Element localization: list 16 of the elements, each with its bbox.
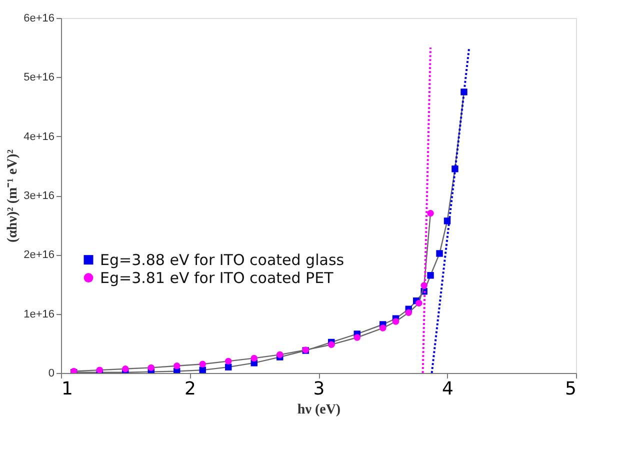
x-tick-label: 2 [184, 378, 196, 400]
legend-label: Eg=3.81 eV for ITO coated PET [100, 268, 334, 287]
y-tick-label: 5e+16 [24, 72, 54, 84]
legend-label: Eg=3.88 eV for ITO coated glass [100, 250, 344, 269]
x-tick-label: 4 [442, 378, 454, 400]
y-tick-label: 4e+16 [24, 130, 54, 143]
x-axis-title: hν (eV) [297, 402, 341, 418]
x-tick-label: 5 [565, 378, 576, 400]
y-tick-label: 0 [48, 368, 54, 380]
y-tick-label: 2e+16 [24, 249, 54, 262]
x-tick-label: 1 [62, 378, 73, 400]
y-tick-label: 1e+16 [24, 308, 54, 320]
x-tick-label: 3 [313, 378, 325, 400]
y-axis-title: (αhν)² (m⁻¹ eV)² [6, 149, 21, 243]
y-tick-label: 3e+16 [24, 190, 54, 202]
y-tick-label: 6e+16 [24, 12, 54, 24]
